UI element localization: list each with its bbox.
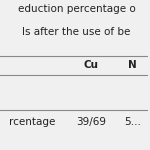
Text: eduction percentage o: eduction percentage o [18, 4, 135, 15]
Text: ls after the use of be: ls after the use of be [22, 27, 131, 37]
Text: Cu: Cu [84, 60, 99, 70]
Text: 5…: 5… [124, 117, 141, 127]
Text: rcentage: rcentage [9, 117, 56, 127]
Text: N: N [128, 60, 137, 70]
Text: 39/69: 39/69 [76, 117, 106, 127]
